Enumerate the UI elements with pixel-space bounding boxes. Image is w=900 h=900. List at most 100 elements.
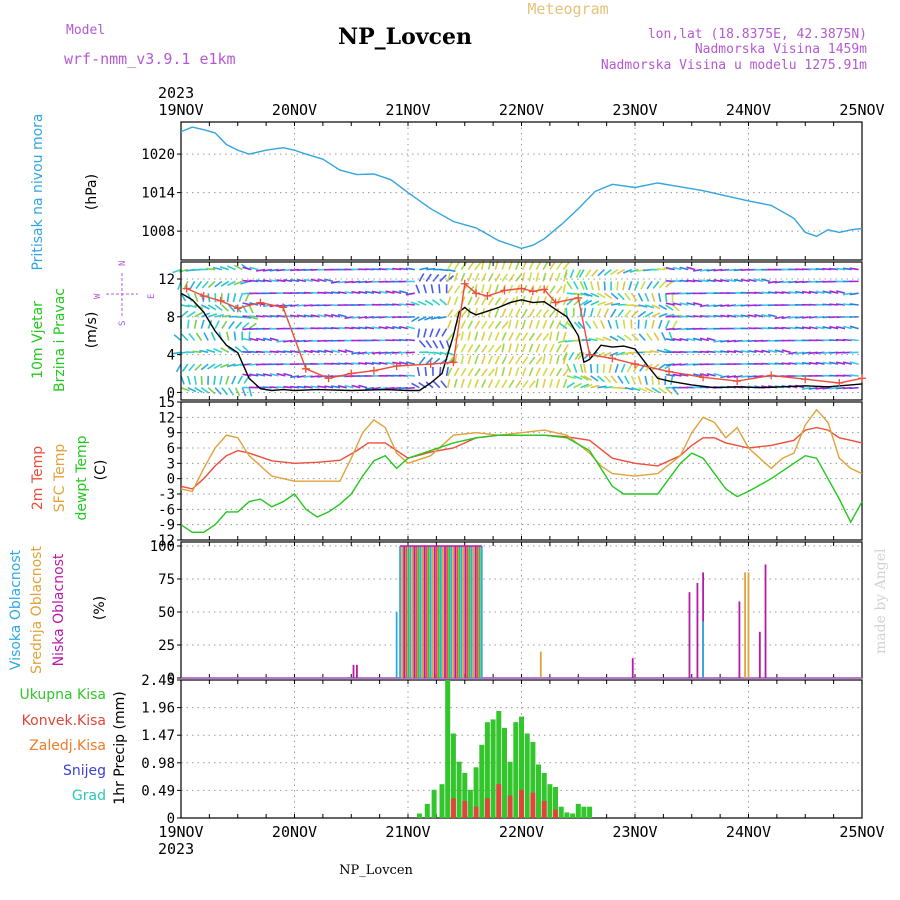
wind-arrow bbox=[358, 362, 368, 365]
wind-arrow bbox=[596, 308, 602, 318]
ytick-label: -3 bbox=[158, 487, 175, 503]
ytick-label: 0 bbox=[167, 472, 175, 488]
wind-arrow bbox=[603, 268, 612, 276]
wind-arrow bbox=[405, 303, 415, 306]
wind-arrow bbox=[549, 355, 553, 365]
gust-marker bbox=[585, 350, 594, 359]
wind-arrow bbox=[808, 386, 818, 390]
gust-marker bbox=[483, 292, 492, 301]
wind-arrow bbox=[815, 290, 825, 294]
wind-arrow bbox=[562, 379, 568, 388]
wind-arrow bbox=[720, 314, 730, 318]
wind-arrow bbox=[556, 285, 563, 294]
wind-arrow bbox=[435, 328, 441, 338]
wind-arrow bbox=[481, 320, 488, 330]
wind-arrow bbox=[829, 267, 839, 271]
wind-arrow bbox=[324, 349, 334, 354]
gust-marker bbox=[199, 292, 208, 301]
wind-arrow bbox=[351, 316, 361, 319]
wind-arrow bbox=[269, 350, 279, 354]
wind-arrow bbox=[385, 290, 395, 294]
wind-arrow bbox=[199, 349, 209, 354]
wind-arrow bbox=[424, 316, 434, 321]
wind-arrow bbox=[508, 332, 514, 341]
wind-arrow bbox=[549, 367, 555, 377]
precip-bar bbox=[416, 813, 422, 818]
wind-arrow bbox=[617, 292, 625, 301]
gust-marker bbox=[369, 366, 378, 375]
wind-arrow bbox=[187, 375, 191, 385]
wind-arrow bbox=[219, 375, 223, 385]
wind-arrow bbox=[283, 339, 293, 343]
wind-arrow bbox=[642, 350, 653, 354]
wind-arrow bbox=[276, 279, 286, 283]
wind-arrow bbox=[656, 268, 666, 271]
wind-arrow bbox=[467, 355, 472, 365]
xtick-label-bottom: 21NOV bbox=[385, 823, 430, 841]
wind-arrow bbox=[535, 285, 542, 294]
precip-bar bbox=[502, 727, 507, 818]
wind-arrow bbox=[494, 355, 501, 365]
wind-arrow bbox=[671, 387, 679, 396]
ytick-label: 9 bbox=[167, 426, 175, 442]
wind-arrow bbox=[521, 356, 529, 365]
wind-arrow bbox=[549, 296, 554, 306]
wind-arrow bbox=[631, 310, 639, 318]
wind-arrow bbox=[602, 364, 606, 374]
temp-unit: (C) bbox=[93, 460, 109, 481]
wind-arrow bbox=[214, 320, 220, 329]
wind-arrow bbox=[385, 326, 395, 330]
wind-arrow bbox=[481, 379, 487, 389]
compass-icon: W N E S bbox=[93, 261, 157, 326]
wind-arrow bbox=[649, 350, 659, 354]
wind-arrow bbox=[815, 361, 825, 365]
wind-arrow bbox=[555, 307, 560, 317]
series-line-temperature-tsfc bbox=[180, 408, 863, 493]
wind-arrow bbox=[754, 278, 764, 283]
wind-arrow bbox=[446, 367, 453, 377]
wind-arrow bbox=[206, 267, 216, 271]
wind-arrow bbox=[317, 385, 327, 389]
wind-arrow bbox=[615, 351, 626, 356]
precip-legend: Ukupna Kisa Konvek.Kisa Zaledj.Kisa Snij… bbox=[19, 687, 128, 805]
wind-arrow bbox=[521, 332, 529, 341]
wind-arrow bbox=[256, 373, 266, 377]
wind-arrow bbox=[565, 307, 568, 317]
ytick-label: -12 bbox=[150, 533, 175, 549]
wind-arrow bbox=[686, 337, 696, 342]
wind-arrow bbox=[494, 344, 502, 353]
wind-arrow bbox=[446, 296, 452, 306]
wind-arrow bbox=[535, 332, 543, 341]
wind-arrow bbox=[849, 292, 859, 296]
wind-arrow bbox=[515, 367, 520, 377]
wind-arrow bbox=[399, 325, 409, 330]
wind-arrow bbox=[460, 355, 465, 365]
panel-precip: 0 0.49 0.98 1.47 1.96 2.45 bbox=[141, 673, 863, 827]
wind-arrow bbox=[566, 363, 572, 373]
wind-arrow bbox=[596, 281, 600, 291]
wind-arrow bbox=[364, 351, 375, 355]
ytick-label: 1020 bbox=[141, 147, 175, 163]
wind-arrow bbox=[515, 332, 521, 341]
wind-arrow bbox=[439, 351, 449, 356]
wind-arrow bbox=[535, 367, 541, 377]
ytick-label: -9 bbox=[158, 518, 175, 534]
wind-arrow bbox=[693, 337, 703, 342]
wind-arrow bbox=[665, 280, 674, 288]
wind-arrow bbox=[573, 375, 583, 380]
precip-ylabel: 1hr Precip (mm) bbox=[112, 691, 128, 804]
wind-arrow bbox=[228, 304, 236, 313]
wind-arrow bbox=[220, 347, 230, 354]
wind-arrow bbox=[219, 266, 229, 271]
wind-arrow bbox=[583, 375, 593, 381]
wind-arrow bbox=[767, 349, 778, 354]
gust-marker bbox=[631, 360, 639, 369]
wind-arrow bbox=[747, 314, 757, 318]
wind-arrow bbox=[467, 272, 473, 282]
wind-arrow bbox=[626, 363, 633, 373]
wind-arrow bbox=[207, 319, 213, 329]
xtick-label-top: 25NOV bbox=[839, 101, 884, 119]
wind-arrow bbox=[416, 366, 421, 377]
